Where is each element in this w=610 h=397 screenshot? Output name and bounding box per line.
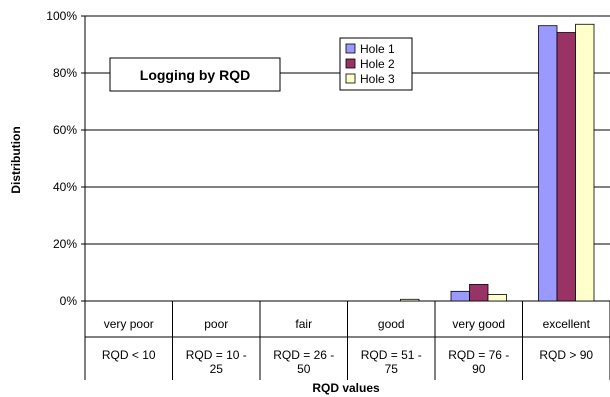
category-name-label: fair xyxy=(295,317,312,331)
legend-swatch xyxy=(345,43,356,54)
bar-hole-2 xyxy=(556,32,576,302)
category-range-label: RQD = 26 - xyxy=(273,348,334,362)
y-tick-label: 0% xyxy=(60,294,78,308)
y-tick-label: 20% xyxy=(53,237,77,251)
x-axis-title: RQD values xyxy=(312,381,380,395)
category-range-label: 75 xyxy=(385,362,399,376)
bar-hole-1 xyxy=(538,25,558,302)
category-range-label: 50 xyxy=(297,362,311,376)
y-tick-label: 80% xyxy=(53,66,77,80)
bar-hole-3 xyxy=(400,298,420,302)
category-name-label: very good xyxy=(452,317,505,331)
category-range-label: RQD < 10 xyxy=(102,348,156,362)
y-tick-labels: 0% 20% 40% 60% 80% 100% xyxy=(46,9,77,308)
category-range-label: 90 xyxy=(472,362,486,376)
bar-hole-2 xyxy=(469,284,489,302)
category-name-label: poor xyxy=(204,317,228,331)
category-name-label: very poor xyxy=(104,317,154,331)
y-axis-title: Distribution xyxy=(9,126,23,193)
legend-label: Hole 1 xyxy=(360,42,395,56)
bar-hole-3 xyxy=(487,294,507,302)
category-range-label: RQD = 51 - xyxy=(361,348,422,362)
legend-label: Hole 3 xyxy=(360,72,395,86)
category-name-label: good xyxy=(378,317,405,331)
category-table: very poor RQD < 10 poor RQD = 10 -25 fair RQD… xyxy=(84,301,610,380)
y-tick-label: 60% xyxy=(53,123,77,137)
y-tick-label: 40% xyxy=(53,180,77,194)
bars xyxy=(400,23,595,302)
legend-swatch xyxy=(345,58,356,69)
legend-swatch xyxy=(345,73,356,84)
category-range-label: 25 xyxy=(210,362,224,376)
category-range-label: RQD > 90 xyxy=(539,348,593,362)
chart-title-frame xyxy=(109,57,281,92)
bar-hole-1 xyxy=(450,290,470,302)
y-tick-label: 100% xyxy=(46,9,77,23)
bar-hole-3 xyxy=(575,23,595,302)
legend-label: Hole 2 xyxy=(360,57,395,71)
chart-title: Logging by RQD xyxy=(140,67,250,83)
category-name-label: excellent xyxy=(543,317,591,331)
chart-title-box: Logging by RQD xyxy=(109,57,281,92)
category-range-label: RQD = 10 - xyxy=(186,348,247,362)
category-range-label: RQD = 76 - xyxy=(448,348,509,362)
